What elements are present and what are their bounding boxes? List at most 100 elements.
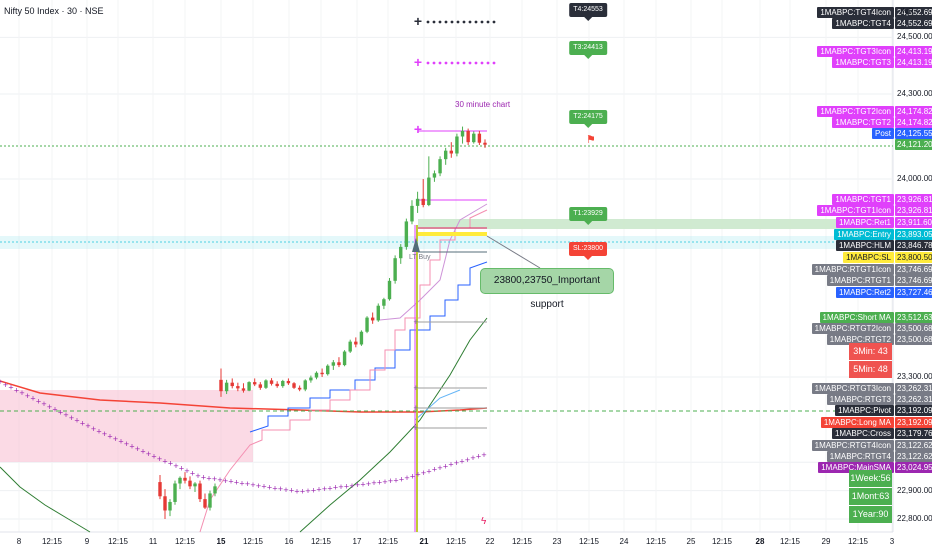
tag-label: 1MABPC:RTGT2 — [826, 334, 894, 345]
x-tick-label: 12:15 — [310, 537, 332, 546]
x-tick-label: 12:15 — [578, 537, 600, 546]
candle-body — [213, 486, 217, 494]
candle-body — [410, 205, 414, 222]
price-label: 23,727.46 — [895, 287, 932, 298]
timeframe-box: 1Week:56 — [849, 470, 892, 487]
target-dot — [444, 20, 448, 24]
main-sma-dot: + — [355, 480, 360, 490]
candle-body — [247, 382, 251, 391]
level-lines: ++++ — [0, 130, 893, 433]
candle-body — [309, 377, 313, 381]
candle — [264, 379, 268, 389]
price-label: 23,512.63 — [895, 312, 932, 323]
x-tick-label: 12:15 — [242, 537, 264, 546]
candle — [370, 312, 375, 324]
main-sma-dot: + — [410, 471, 415, 481]
main-sma-dot: + — [377, 477, 382, 487]
bubble-pointer — [583, 256, 592, 260]
main-sma-dot: + — [212, 474, 217, 484]
tag-label: 1MABPC:RTGT3 — [826, 394, 894, 405]
main-sma-dot: + — [245, 479, 250, 489]
main-sma-dot: + — [63, 410, 68, 420]
main-sma-dot: + — [289, 486, 294, 496]
tag-label: 1MABPC:Ret2 — [835, 287, 894, 298]
main-sma-dot: + — [338, 482, 343, 492]
main-sma-dot: + — [228, 477, 233, 487]
candle — [309, 375, 313, 383]
candle — [466, 128, 470, 145]
candle-body — [348, 341, 352, 352]
candle-body — [382, 299, 386, 306]
price-label: 23,192.09 — [895, 405, 932, 416]
candle — [455, 133, 459, 157]
main-sma-dot: + — [168, 459, 173, 469]
candle — [342, 350, 347, 367]
candle — [438, 156, 442, 177]
pink-stepline — [199, 209, 488, 533]
candle-body — [438, 159, 442, 174]
candle — [432, 170, 437, 182]
candle-body — [253, 382, 257, 385]
tgt2-marker: + — [414, 121, 422, 137]
candle — [348, 339, 352, 353]
lt-buy-label: LT Buy — [409, 254, 431, 261]
candle — [183, 472, 187, 484]
main-sma-dot: + — [465, 455, 470, 465]
candle-body — [455, 136, 459, 154]
main-sma-dot: + — [476, 451, 481, 461]
main-sma-dot: + — [388, 476, 393, 486]
price-label: 23,846.78 — [895, 240, 932, 251]
target-dot — [426, 20, 430, 24]
main-sma-dot: + — [140, 446, 145, 456]
main-sma-dot: + — [448, 460, 453, 470]
price-label: 23,122.62 — [895, 451, 932, 462]
tag-label: 1MABPC:TGT4Icon — [817, 7, 894, 18]
target-dot — [474, 61, 478, 65]
candle — [404, 218, 409, 250]
candle-body — [421, 198, 425, 206]
candle-body — [460, 130, 465, 137]
candle — [393, 255, 397, 284]
price-label: 23,746.69 — [895, 275, 932, 286]
target-dot — [486, 61, 490, 65]
flag-icon: ⚑ — [586, 134, 596, 146]
tag-label: 1MABPC:RTGT2Icon — [811, 323, 894, 334]
candle — [236, 382, 240, 392]
short-ma-right — [299, 317, 488, 533]
candle-body — [286, 380, 291, 384]
candle — [281, 379, 285, 388]
symbol-title: Nifty 50 Index · 30 · NSE — [4, 6, 104, 16]
bubble-pointer — [584, 55, 592, 59]
target-dot — [486, 20, 490, 24]
x-tick-label: 8 — [16, 537, 22, 546]
main-sma-dot: + — [3, 380, 8, 390]
price-label: 23,500.68 — [895, 334, 932, 345]
candle — [387, 278, 392, 301]
main-sma-dot: + — [421, 468, 426, 478]
candle-body — [354, 341, 358, 345]
tag-label: 1MABPC:Pivot — [835, 405, 894, 416]
main-sma-dot: + — [102, 429, 107, 439]
price-label: 23,179.76 — [895, 428, 932, 439]
candle-body — [432, 173, 437, 178]
tag-label: 1MABPC:RTGT4Icon — [811, 440, 894, 451]
main-sma-dot: + — [437, 463, 442, 473]
main-sma-dot: + — [179, 464, 184, 474]
price-label: 24,413.19 — [895, 57, 932, 68]
candle-body — [281, 380, 285, 387]
candle — [158, 474, 162, 500]
target-dot — [456, 61, 460, 65]
main-sma-dot: + — [151, 451, 156, 461]
x-tick-label: 3 — [889, 537, 895, 546]
support-annotation[interactable]: 23800,23750_Important support — [480, 268, 614, 310]
main-sma-dot: + — [173, 461, 178, 471]
candle — [449, 142, 453, 158]
candle-body — [173, 483, 177, 502]
candle-body — [320, 372, 324, 375]
candle — [472, 131, 476, 144]
long-ma-line — [0, 380, 488, 413]
candle — [253, 378, 257, 387]
x-tick-label: 23 — [552, 537, 562, 546]
